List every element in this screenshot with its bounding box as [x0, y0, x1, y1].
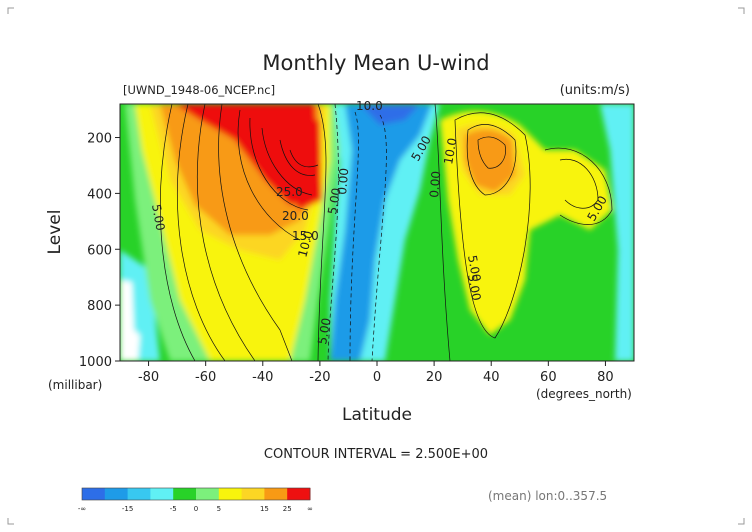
colorbar: -∞ -15 -5 0 5 15 25 ∞ — [78, 487, 313, 513]
contour-label: 5.00 — [465, 273, 483, 302]
contour-label: 5.00 — [465, 254, 483, 283]
colorbar-swatch — [82, 488, 106, 500]
x-axis: -80 -60 -40 -20 0 20 40 60 80 — [138, 361, 614, 385]
y-tick-label: 400 — [87, 187, 112, 202]
colorbar-swatch — [173, 488, 197, 500]
contour-label: 5.00 — [315, 317, 333, 346]
contour-label: 5.00 — [325, 187, 343, 216]
colorbar-label: 25 — [283, 505, 292, 513]
contour-label: 15.0 — [292, 229, 319, 243]
colorbar-swatch — [196, 488, 220, 500]
colorbar-label: ∞ — [307, 505, 313, 513]
contour-label: 10.0 — [356, 99, 383, 113]
y-axis-label: Level — [45, 210, 65, 255]
colorbar-swatch — [287, 488, 311, 500]
y-tick-label: 1000 — [79, 355, 112, 370]
y-axis: 200 400 600 800 1000 — [79, 132, 120, 370]
contour-interval: CONTOUR INTERVAL = 2.500E+00 — [264, 447, 488, 462]
heatmap-field — [120, 104, 634, 361]
colorbar-swatch — [104, 488, 129, 500]
x-tick-label: 0 — [373, 370, 381, 385]
y-tick-label: 600 — [87, 243, 112, 258]
contour-label: 10.0 — [441, 137, 459, 166]
x-tick-label: -80 — [138, 370, 159, 385]
colorbar-swatch — [264, 488, 288, 500]
y-tick-label: 800 — [87, 299, 112, 314]
contour-label: 0.00 — [427, 170, 443, 198]
contour-label: 20.0 — [282, 209, 309, 223]
colorbar-label: 5 — [217, 505, 221, 513]
colorbar-swatch — [218, 488, 243, 500]
contour-label-group: 10.0 5.00 10.0 5.00 25.0 20.0 15.0 10.0 … — [149, 99, 610, 346]
x-tick-label: -60 — [195, 370, 216, 385]
colorbar-label: 0 — [194, 505, 198, 513]
colorbar-label: -5 — [170, 505, 177, 513]
contour-label: 10.0 — [295, 229, 315, 258]
colorbar-label: -15 — [122, 505, 133, 513]
contour-label: 25.0 — [276, 185, 303, 199]
x-tick-label: 80 — [597, 370, 614, 385]
colorbar-frame — [81, 487, 311, 501]
colorbar-swatch — [150, 488, 174, 500]
corner-marks — [7, 7, 745, 525]
contour-lines — [160, 104, 613, 361]
x-axis-units: (degrees_north) — [536, 387, 632, 401]
x-tick-label: -40 — [252, 370, 273, 385]
colorbar-label: 15 — [260, 505, 269, 513]
y-tick-label: 200 — [87, 132, 112, 147]
x-tick-label: 40 — [483, 370, 500, 385]
colorbar-label: -∞ — [78, 505, 86, 513]
longitude-footer: (mean) lon:0..357.5 — [488, 489, 607, 503]
y-axis-units: (millibar) — [48, 378, 102, 392]
units-subtitle: (units:m/s) — [560, 83, 630, 98]
contour-label: 5.00 — [149, 203, 167, 232]
x-tick-label: -20 — [309, 370, 330, 385]
chart-title: Monthly Mean U-wind — [262, 51, 489, 75]
x-axis-label: Latitude — [342, 405, 412, 425]
x-tick-label: 60 — [540, 370, 557, 385]
colorbar-swatch — [127, 488, 151, 500]
colorbar-swatch — [241, 488, 265, 500]
x-tick-label: 20 — [426, 370, 443, 385]
contour-label: 0.00 — [335, 167, 351, 195]
dataset-subtitle: [UWND_1948-06_NCEP.nc] — [123, 83, 275, 97]
